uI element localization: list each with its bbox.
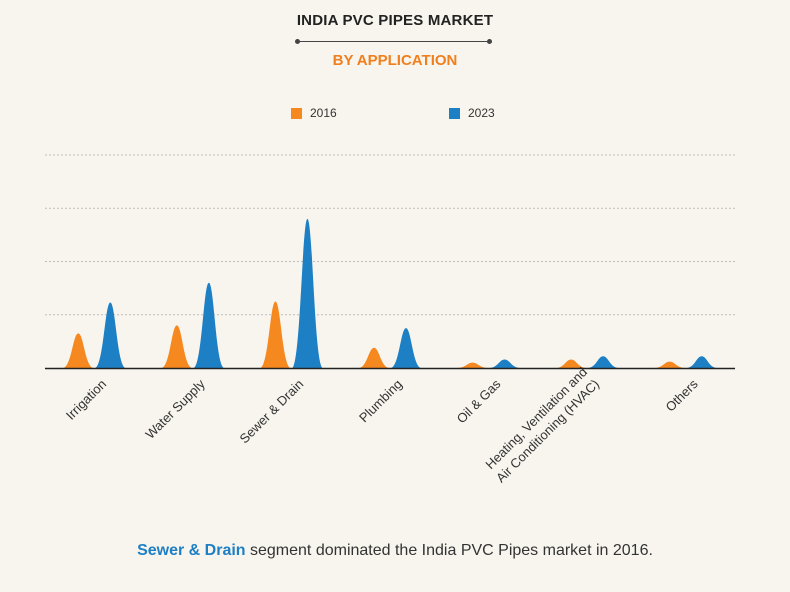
legend-label-2016: 2016 (310, 106, 337, 120)
x-tick-label-line: Water Supply (142, 376, 208, 442)
peak-2016-5 (556, 359, 587, 368)
title-divider (295, 39, 492, 44)
x-tick-label-line: Oil & Gas (454, 376, 504, 426)
x-tick-label: Sewer & Drain (237, 376, 307, 446)
caption-text: segment dominated the India PVC Pipes ma… (245, 542, 653, 559)
x-tick-label: Others (662, 376, 701, 415)
x-tick-label-line: Heating, Ventilation and (482, 364, 590, 472)
peak-2016-6 (654, 361, 685, 368)
x-tick-label: Plumbing (356, 376, 405, 425)
peak-2016-0 (63, 333, 94, 368)
chart-caption: Sewer & Drain segment dominated the Indi… (0, 542, 790, 560)
peak-2023-3 (391, 328, 421, 368)
x-tick-label-line: Sewer & Drain (237, 376, 307, 446)
x-tick-label-line: Others (662, 376, 701, 415)
peak-2023-5 (588, 356, 619, 368)
chart-title: INDIA PVC PIPES MARKET (296, 12, 494, 29)
peak-2016-1 (161, 325, 192, 368)
x-tick-label: Oil & Gas (454, 376, 504, 426)
x-tick-label: Irrigation (63, 376, 109, 422)
peak-2016-2 (260, 301, 291, 368)
legend-swatch-2023 (449, 107, 460, 119)
peak-2023-4 (489, 359, 520, 368)
peak-2023-0 (95, 302, 126, 368)
legend-item-2023: 2023 (449, 106, 495, 120)
chart-subtitle: BY APPLICATION (332, 52, 458, 69)
peak-2023-2 (292, 218, 323, 368)
peak-2023-1 (193, 282, 224, 368)
peak-2016-3 (359, 347, 389, 368)
x-tick-label-line: Irrigation (63, 376, 109, 422)
legend-label-2023: 2023 (468, 106, 495, 120)
peak-2016-4 (457, 362, 488, 368)
x-tick-label: Water Supply (142, 376, 208, 442)
x-tick-label-line: Plumbing (356, 376, 405, 425)
divider-dot-right (487, 39, 492, 44)
legend-item-2016: 2016 (291, 106, 337, 120)
caption-highlight: Sewer & Drain (137, 542, 246, 559)
peak-2023-6 (686, 356, 717, 368)
legend-swatch-2016 (291, 107, 302, 119)
divider-dot-left (295, 39, 300, 44)
x-tick-label-line: Air Conditioning (HVAC) (493, 376, 602, 485)
